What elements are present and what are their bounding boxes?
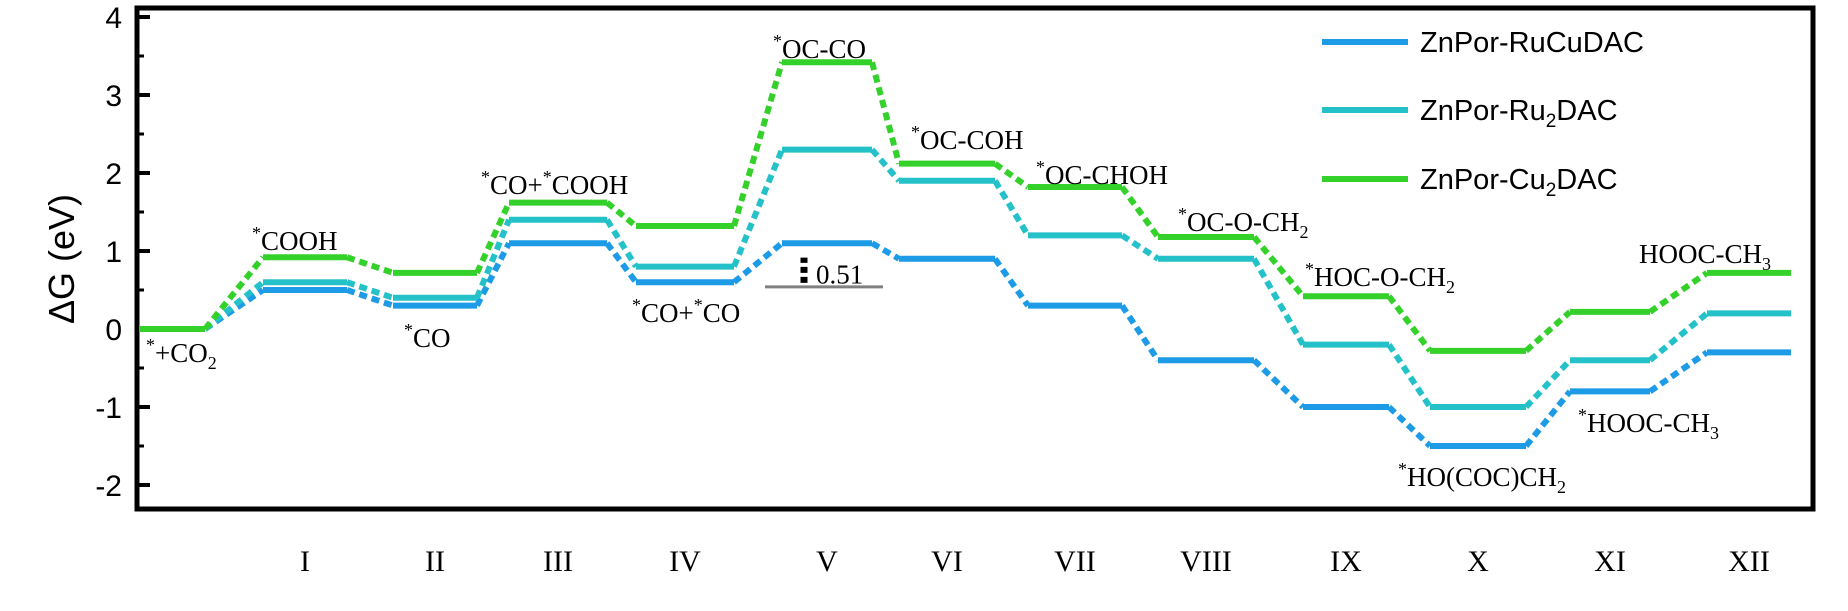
connector-3-10 — [1524, 309, 1572, 354]
step-label-10: *HO(COC)CH2 — [1398, 459, 1566, 497]
step-label-4: *CO+*CO — [632, 295, 740, 328]
legend-label-1: ZnPor-RuCuDAC — [1420, 27, 1644, 59]
connector-1-10 — [1523, 389, 1573, 448]
x-category-3: III — [543, 545, 573, 578]
connector-2-10 — [1523, 358, 1573, 410]
connector-2-9 — [1386, 342, 1433, 409]
connector-lines — [202, 61, 1709, 449]
connector-2-6 — [992, 179, 1031, 237]
connector-1-9 — [1386, 404, 1433, 449]
connector-3-1 — [346, 254, 394, 276]
legend: ZnPor-RuCuDAC ZnPor-Ru2DAC ZnPor-Cu2DAC — [1322, 27, 1644, 201]
x-category-6: VI — [931, 545, 963, 578]
x-category-12: XII — [1728, 545, 1770, 578]
x-category-5: V — [816, 545, 838, 578]
x-category-11: XI — [1594, 545, 1626, 578]
x-category-labels: I II III IV V VI VII VIII IX X XI XII — [300, 545, 1770, 578]
y-axis-title: ΔG (eV) — [41, 194, 82, 324]
connector-3-8 — [1251, 235, 1306, 299]
connector-1-6 — [992, 257, 1031, 308]
connector-3-6 — [993, 161, 1030, 190]
connector-2-1 — [346, 279, 394, 301]
step-label-1: *COOH — [252, 223, 338, 256]
y-tick-label: -1 — [95, 392, 122, 425]
step-label-5: *OC-CO — [773, 31, 866, 64]
x-category-9: IX — [1330, 545, 1362, 578]
connector-2-0 — [203, 279, 265, 332]
x-category-8: VIII — [1180, 545, 1232, 578]
connector-1-7 — [1119, 303, 1161, 362]
connector-2-3 — [604, 218, 639, 269]
connector-3-4 — [731, 61, 785, 227]
connector-3-9 — [1386, 294, 1433, 353]
y-tick-label: 1 — [105, 236, 122, 269]
legend-label-2: ZnPor-Ru2DAC — [1420, 95, 1618, 132]
connector-1-11 — [1648, 349, 1709, 394]
connector-1-2 — [474, 241, 512, 307]
legend-label-3: ZnPor-Cu2DAC — [1420, 164, 1618, 201]
x-category-10: X — [1467, 545, 1489, 578]
step-label-0: *+CO2 — [146, 335, 217, 373]
connector-2-4 — [731, 148, 785, 268]
step-label-6: *OC-COH — [911, 122, 1024, 155]
connector-2-7 — [1120, 232, 1160, 262]
connector-1-1 — [346, 287, 394, 309]
step-label-7: *OC-CHOH — [1036, 157, 1168, 190]
y-tick-label: 4 — [105, 2, 122, 35]
x-category-7: VII — [1054, 545, 1096, 578]
step-label-12: HOOC-CH3 — [1639, 239, 1771, 274]
connector-3-7 — [1119, 185, 1161, 239]
connector-2-2 — [474, 218, 512, 299]
connector-1-5 — [870, 240, 901, 262]
y-tick-label: 3 — [105, 80, 122, 113]
step-label-3: *CO+*COOH — [481, 167, 628, 200]
connector-3-5 — [869, 61, 902, 165]
connector-2-11 — [1648, 311, 1709, 363]
plot-frame — [134, 5, 1816, 512]
connector-2-5 — [869, 147, 902, 183]
connector-1-8 — [1251, 358, 1306, 410]
connector-1-3 — [604, 241, 639, 284]
step-label-11: *HOOC-CH3 — [1578, 405, 1719, 443]
connector-3-3 — [605, 200, 638, 229]
y-tick-label: 2 — [105, 158, 122, 191]
x-category-4: IV — [669, 545, 701, 578]
barrier-value: 0.51 — [816, 259, 863, 289]
connector-1-4 — [732, 240, 784, 285]
x-category-2: II — [425, 545, 445, 578]
y-tick-label: 0 — [105, 314, 122, 347]
connector-1-0 — [203, 287, 265, 332]
connector-2-8 — [1251, 257, 1306, 347]
connector-3-0 — [202, 255, 266, 331]
y-tick-label: -2 — [95, 470, 122, 503]
step-label-9: *HOC-O-CH2 — [1305, 259, 1455, 297]
step-label-2: *CO — [404, 320, 451, 353]
energy-levels — [139, 59, 1791, 449]
step-label-8: *OC-O-CH2 — [1178, 204, 1309, 242]
connector-3-11 — [1648, 270, 1709, 315]
barrier-annotation: 0.51 — [765, 257, 883, 289]
step-labels: *+CO2 *COOH *CO *CO+*COOH *CO+*CO *OC-CO *OC-C… — [146, 31, 1771, 497]
y-axis: -2 -1 0 1 2 3 4 — [95, 2, 150, 503]
x-category-1: I — [300, 545, 310, 578]
